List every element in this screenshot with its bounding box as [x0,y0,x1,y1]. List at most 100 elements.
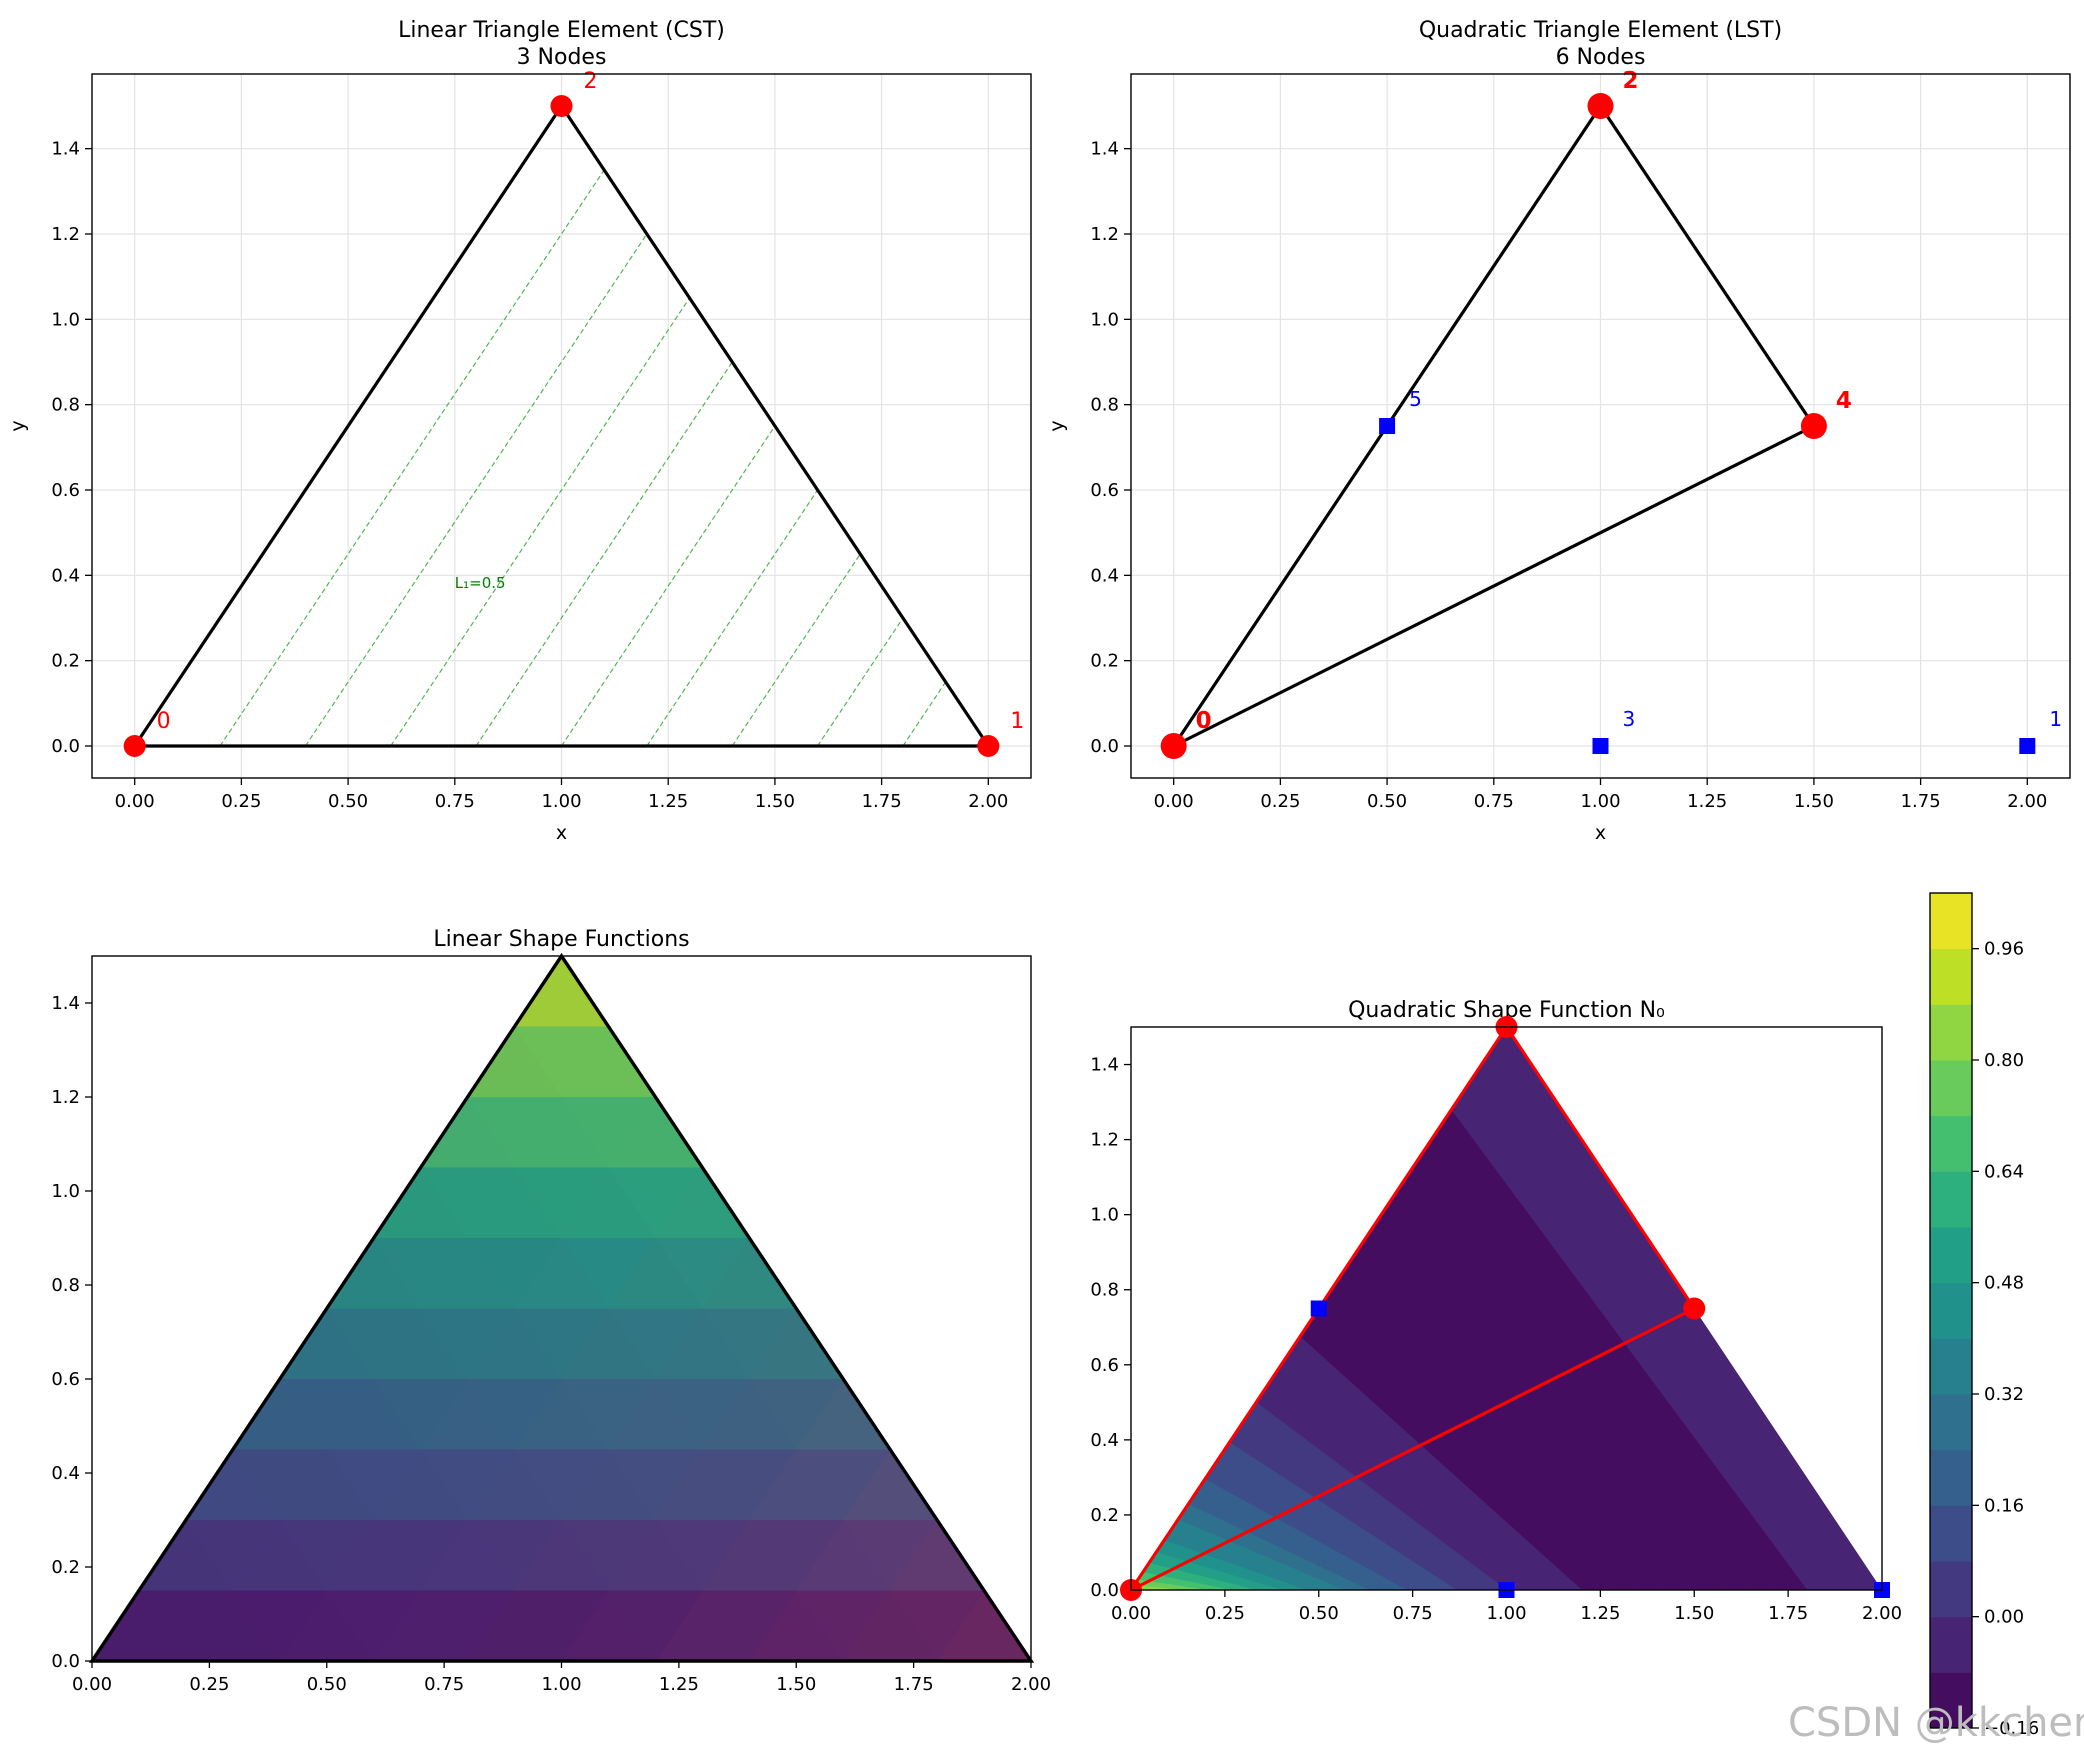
colorbar-tick-label: 0.16 [1984,1495,2024,1516]
contour-line [304,233,648,747]
y-tick-label: 1.4 [51,993,80,1014]
axes-frame [1130,73,2071,779]
colorbar-tick-label: 0.32 [1984,1384,2024,1405]
y-axis-label: y [1046,420,1068,431]
y-tick-label: 0.6 [51,1369,80,1390]
y-tick-label: 0.8 [51,1275,80,1296]
corner-node-marker [1587,93,1614,119]
x-tick-label: 1.50 [1794,791,1834,812]
contour-line [902,681,947,747]
y-tick-label: 1.0 [51,1181,80,1202]
shape-function-fill [92,956,1031,1661]
band-n0 [373,1167,750,1661]
x-tick-label: 1.50 [1674,1603,1714,1624]
y-tick-label: 0.6 [51,480,80,501]
y-tick-label: 0.2 [51,651,80,672]
y-tick-label: 0.4 [1090,565,1119,586]
mid-node-marker [1592,738,1609,754]
colorbar-segment [1930,1060,1972,1117]
y-tick-label: 0.6 [1090,1355,1119,1376]
colorbar-segment [1930,1227,1972,1284]
colorbar-tick-label: 0.80 [1984,1050,2024,1071]
colorbar-segment [1930,1171,1972,1228]
x-tick-label: 1.50 [776,1674,816,1695]
band-n1 [749,1449,938,1661]
element-edge [560,105,990,747]
band-n1 [561,1308,844,1661]
colorbar-tick-label: 0.96 [1984,939,2024,960]
band-n0 [514,956,1031,1661]
x-tick-label: 1.25 [1580,1603,1620,1624]
contour-line [817,617,904,747]
contour-line [390,297,691,747]
x-tick-label: 0.25 [221,791,261,812]
element-edge [1599,105,1816,427]
axes-frame [91,955,1032,1662]
colorbar-segment [1930,1616,1972,1673]
x-tick-label: 0.75 [435,791,475,812]
corner-node-marker [1683,1297,1706,1320]
x-tick-label: 1.25 [1687,791,1727,812]
contour-line [475,361,733,747]
contour-band [1131,1495,1257,1590]
band-n0 [138,1520,280,1661]
lst-element-plot: 0.00 0.25 0.50 0.75 1.00 1.25 1.50 1.75 2.000.00… [1046,18,2071,844]
chart-title: Linear Shape Functions [433,927,689,952]
x-tick-label: 1.75 [1768,1603,1808,1624]
x-tick-label: 0.50 [328,791,368,812]
y-tick-label: 0.0 [51,1651,80,1672]
axes-frame [91,73,1032,779]
element-edge [133,105,563,747]
contour-line [219,169,605,747]
y-tick-label: 0.0 [1090,1580,1119,1601]
element-edge [1130,1307,1695,1592]
x-tick-label: 2.00 [1862,1603,1902,1624]
x-axis-label: x [556,822,567,844]
band-n2 [92,1590,1031,1661]
node-label: 0 [1196,708,1212,734]
corner-node-marker [1800,413,1827,439]
element-edge [1172,424,1815,748]
x-tick-label: 1.00 [541,791,581,812]
mid-node-marker [1379,418,1396,434]
x-tick-label: 2.00 [1011,1674,1051,1695]
x-tick-label: 0.25 [1205,1603,1245,1624]
y-tick-label: 0.4 [1090,1430,1119,1451]
colorbar-tick-label: 0.64 [1984,1161,2024,1182]
axes-frame [1130,1026,1883,1591]
contour-band [1131,1448,1319,1590]
x-tick-label: 0.00 [72,1674,112,1695]
colorbar-segment [1930,893,1972,950]
node-marker [123,735,146,757]
y-tick-label: 1.2 [51,224,80,245]
band-n1 [279,1097,703,1661]
contour-line [646,489,819,747]
node-label: 5 [1409,387,1422,411]
y-tick-label: 0.8 [1090,395,1119,416]
x-tick-label: 0.00 [1111,1603,1151,1624]
x-tick-label: 1.00 [1486,1603,1526,1624]
contour-line [561,425,776,747]
chart-title: 6 Nodes [1556,45,1646,70]
y-tick-label: 0.8 [1090,1280,1119,1301]
band-n2 [92,1520,1031,1591]
node-label: 2 [584,69,598,94]
y-tick-label: 0.8 [51,395,80,416]
band-n1 [937,1590,1031,1661]
band-n1 [467,1238,797,1661]
x-tick-label: 2.00 [968,791,1008,812]
x-tick-label: 0.50 [307,1674,347,1695]
colorbar: −0.16 0.00 0.16 0.32 0.48 0.64 0.80 0.96 [1929,892,2039,1739]
y-tick-label: 0.2 [1090,1505,1119,1526]
y-tick-label: 1.2 [1090,224,1119,245]
y-tick-label: 0.2 [51,1557,80,1578]
band-n0 [92,1590,186,1661]
colorbar-tick-label: −0.16 [1984,1718,2039,1739]
band-n0 [279,1308,562,1661]
colorbar-segment [1930,1338,1972,1395]
contour-band [1131,1467,1294,1590]
y-tick-label: 0.0 [1090,736,1119,757]
x-tick-label: 1.75 [1901,791,1941,812]
colorbar-segment [1930,948,1972,1005]
x-tick-label: 1.75 [894,1674,934,1695]
